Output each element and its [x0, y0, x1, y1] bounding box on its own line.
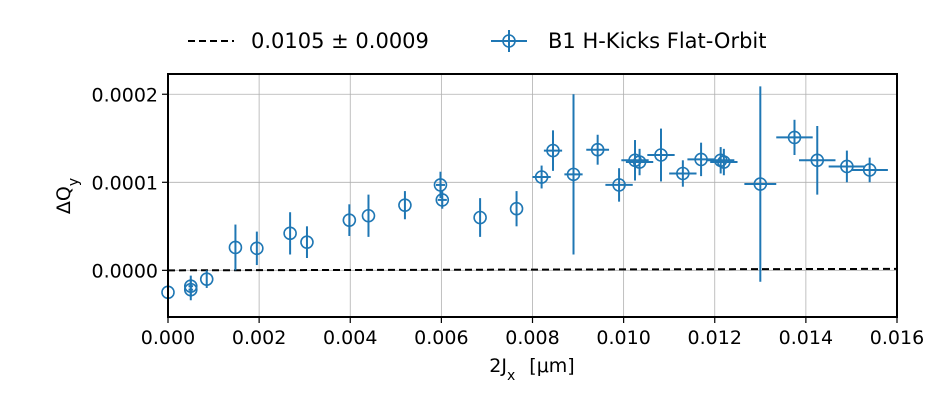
point-marker [509, 201, 524, 216]
point-marker [534, 170, 549, 184]
data-point [799, 125, 836, 195]
data-point [532, 165, 551, 189]
data-point [625, 148, 654, 176]
x-tick-label: 0.008 [505, 327, 559, 349]
x-tick-label: 0.004 [323, 327, 377, 349]
point-marker [632, 155, 647, 169]
point-marker [787, 130, 802, 145]
data-point [828, 150, 866, 183]
point-marker [433, 178, 448, 192]
fit-line-layer [167, 267, 898, 272]
data-point [361, 194, 376, 237]
x-tick-label: 0.000 [141, 327, 195, 349]
data-point [744, 86, 777, 282]
grid [167, 74, 898, 317]
x-tick-label: 0.014 [779, 327, 833, 349]
point-marker [250, 241, 264, 256]
y-tick-label: 0.0002 [92, 84, 158, 106]
x-axis-label-unit: [μm] [529, 355, 574, 377]
point-marker [840, 159, 854, 174]
point-marker [300, 235, 314, 249]
data-point [509, 191, 524, 227]
data-point [228, 224, 243, 271]
data-point [435, 191, 450, 209]
ticks: 0.000 0.002 0.004 0.006 0.008 0.010 0.012 0.014… [92, 84, 925, 349]
data-point [199, 270, 214, 288]
x-axis-label-main: 2J [489, 355, 507, 377]
data-point [342, 204, 357, 236]
data-point [300, 226, 314, 259]
point-marker [717, 155, 731, 169]
point-marker [283, 226, 297, 241]
point-marker [546, 143, 560, 158]
point-marker [342, 213, 357, 227]
point-marker [473, 210, 487, 225]
data-point [543, 130, 563, 171]
legend-series-label: B1 H-Kicks Flat-Orbit [548, 29, 766, 53]
x-axis-label-sub: x [507, 368, 515, 384]
data-point [776, 119, 813, 155]
point-marker [862, 163, 877, 177]
x-tick-label: 0.016 [870, 327, 924, 349]
point-marker [654, 148, 668, 162]
data-point [398, 191, 412, 220]
data-point [564, 94, 583, 255]
point-marker [398, 198, 412, 212]
point-marker [183, 282, 198, 297]
data-point [473, 198, 487, 237]
point-marker [590, 142, 605, 157]
y-axis-label-main: ΔQ [53, 186, 75, 214]
y-tick-label: 0.0000 [92, 260, 158, 282]
point-marker [435, 193, 450, 207]
data-point [586, 134, 610, 165]
data-point [250, 231, 264, 266]
point-marker [228, 240, 243, 255]
point-marker [753, 177, 768, 191]
y-axis-label-sub: y [66, 178, 82, 186]
point-marker [612, 178, 626, 192]
data-point [669, 160, 697, 187]
legend-series-swatch [491, 30, 527, 52]
data-point [851, 157, 888, 183]
x-tick-label: 0.012 [688, 327, 742, 349]
point-marker [566, 167, 581, 182]
legend: 0.0105 ± 0.0009 B1 H-Kicks Flat-Orbit [188, 29, 766, 53]
point-marker [810, 153, 825, 168]
x-tick-label: 0.010 [596, 327, 650, 349]
point-marker [361, 208, 376, 223]
data-points-layer [161, 86, 888, 301]
x-tick-label: 0.002 [232, 327, 286, 349]
x-axis-label: 2Jx [μm] [489, 355, 574, 384]
data-point [183, 279, 198, 301]
legend-fit-label: 0.0105 ± 0.0009 [251, 29, 429, 53]
data-point [605, 168, 633, 202]
data-point [647, 128, 675, 182]
point-marker [199, 272, 214, 286]
x-tick-label: 0.006 [414, 327, 468, 349]
point-marker [676, 166, 690, 181]
y-tick-label: 0.0001 [92, 172, 158, 194]
data-point [283, 212, 297, 255]
data-point [710, 148, 738, 176]
y-axis-label: ΔQy [53, 178, 82, 214]
fit-line [167, 267, 898, 272]
